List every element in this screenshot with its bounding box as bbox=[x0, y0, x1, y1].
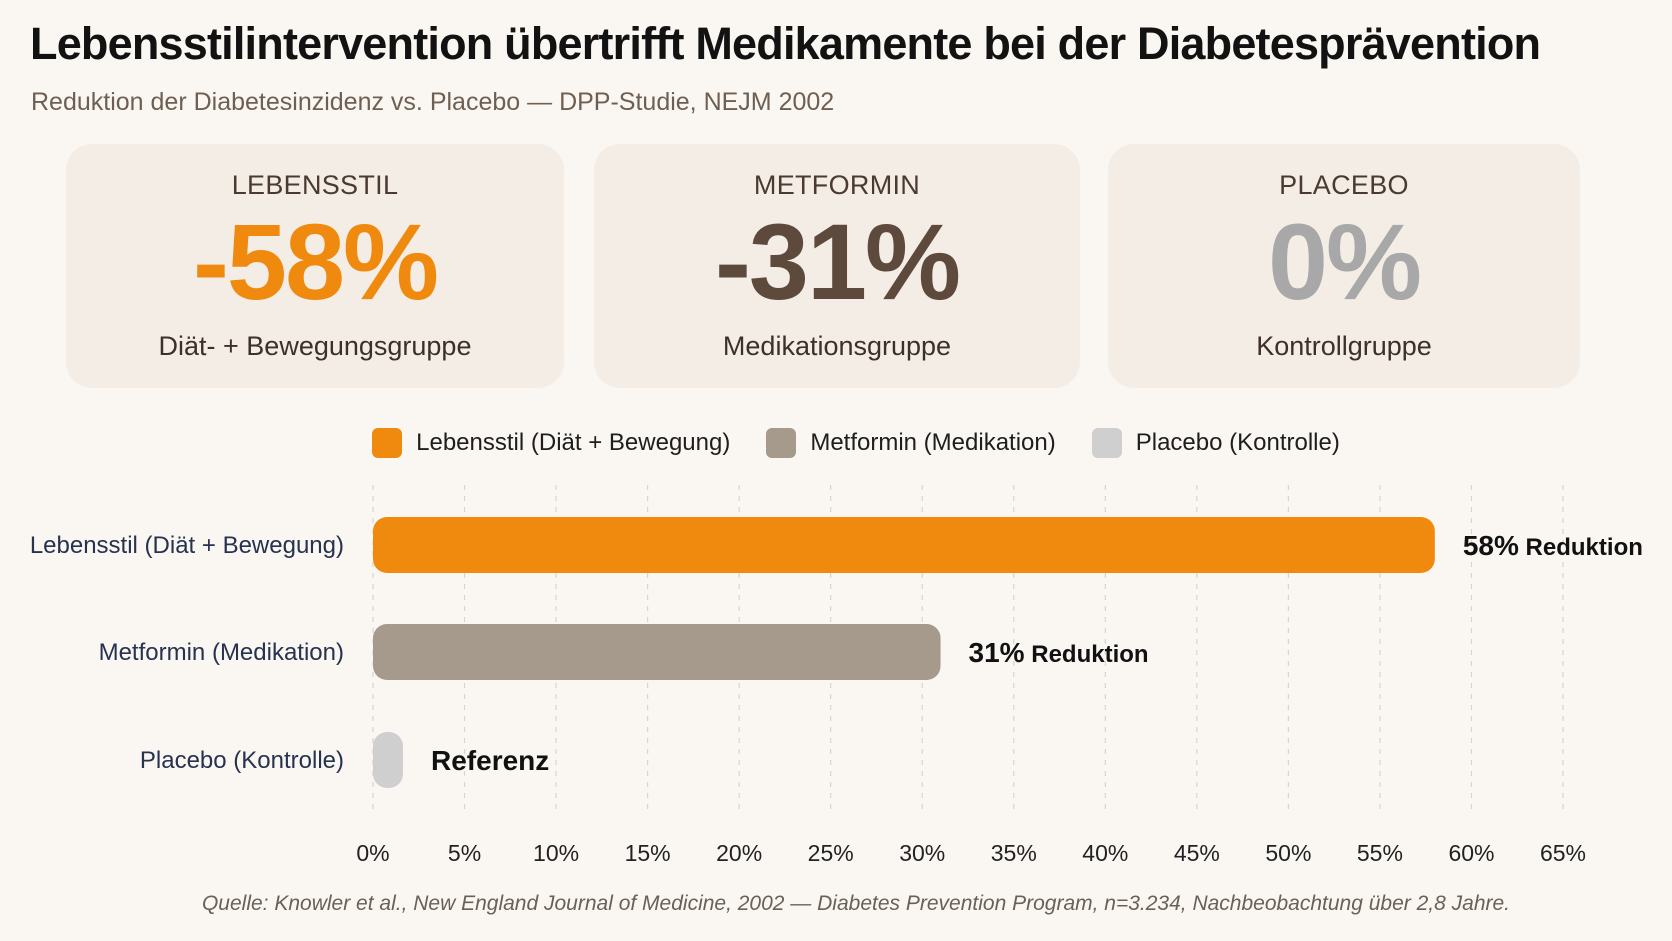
x-tick-label: 25% bbox=[808, 840, 854, 866]
legend-swatch bbox=[1091, 428, 1122, 458]
stat-card-label: PLACEBO bbox=[1279, 170, 1409, 200]
x-tick-label: 40% bbox=[1082, 840, 1128, 866]
x-tick-label: 35% bbox=[991, 840, 1037, 866]
x-tick-label: 5% bbox=[448, 840, 481, 866]
stat-card-description: Medikationsgruppe bbox=[722, 331, 952, 361]
stat-card-value: -31% bbox=[714, 201, 961, 322]
x-tick-label: 20% bbox=[716, 840, 762, 866]
stat-card-description: Diät- + Bewegungsgruppe bbox=[158, 331, 472, 361]
stat-card-value: -58% bbox=[192, 201, 439, 322]
legend-item-placebo: Placebo (Kontrolle) bbox=[1091, 428, 1340, 458]
stat-card-value: 0% bbox=[1267, 201, 1422, 322]
legend-item-lebensstil: Lebensstil (Diät + Bewegung) bbox=[372, 428, 730, 458]
bar-value-label: 58% Reduktion bbox=[1463, 530, 1643, 561]
bar-chart: 0% 5% 10% 15% 20% 25% 30% 35% 40% 45% 50% 55% 60% 65%… bbox=[30, 485, 1643, 866]
x-tick-label: 55% bbox=[1357, 840, 1403, 866]
legend-swatch bbox=[766, 428, 797, 458]
bar bbox=[373, 517, 1435, 573]
chart-legend: Lebensstil (Diät + Bewegung) Metformin (… bbox=[0, 428, 1672, 458]
page-title: Lebensstilintervention übertrifft Medika… bbox=[30, 18, 1541, 69]
stat-card-label: LEBENSSTIL bbox=[231, 170, 399, 200]
legend-label: Lebensstil (Diät + Bewegung) bbox=[416, 429, 731, 456]
legend-label: Metformin (Medikation) bbox=[810, 429, 1056, 456]
x-tick-label: 50% bbox=[1265, 840, 1311, 866]
stat-card-label: METFORMIN bbox=[753, 170, 921, 200]
bar bbox=[373, 732, 403, 788]
legend-label: Placebo (Kontrolle) bbox=[1135, 429, 1340, 456]
page-subtitle: Reduktion der Diabetesinzidenz vs. Place… bbox=[31, 88, 835, 116]
bar bbox=[373, 624, 941, 680]
x-tick-label: 45% bbox=[1174, 840, 1220, 866]
stat-card-metformin: METFORMIN -31% Medikationsgruppe bbox=[594, 144, 1080, 388]
legend-swatch bbox=[372, 428, 403, 458]
category-label: Placebo (Kontrolle) bbox=[140, 747, 344, 774]
x-tick-label: 0% bbox=[356, 840, 389, 866]
category-label: Metformin (Medikation) bbox=[99, 639, 344, 666]
stat-card-description: Kontrollgruppe bbox=[1256, 331, 1432, 361]
bar-value-label: Referenz bbox=[431, 745, 549, 776]
x-tick-label: 60% bbox=[1448, 840, 1494, 866]
x-tick-label: 65% bbox=[1540, 840, 1586, 866]
stat-card-placebo: PLACEBO 0% Kontrollgruppe bbox=[1108, 144, 1580, 388]
x-tick-label: 15% bbox=[625, 840, 671, 866]
category-label: Lebensstil (Diät + Bewegung) bbox=[30, 532, 344, 559]
source-note: Quelle: Knowler et al., New England Jour… bbox=[201, 892, 1511, 915]
stat-card-lebensstil: LEBENSSTIL -58% Diät- + Bewegungsgruppe bbox=[66, 144, 564, 388]
legend-item-metformin: Metformin (Medikation) bbox=[766, 428, 1056, 458]
x-tick-label: 10% bbox=[533, 840, 579, 866]
x-tick-label: 30% bbox=[899, 840, 945, 866]
bar-value-label: 31% Reduktion bbox=[969, 637, 1149, 668]
